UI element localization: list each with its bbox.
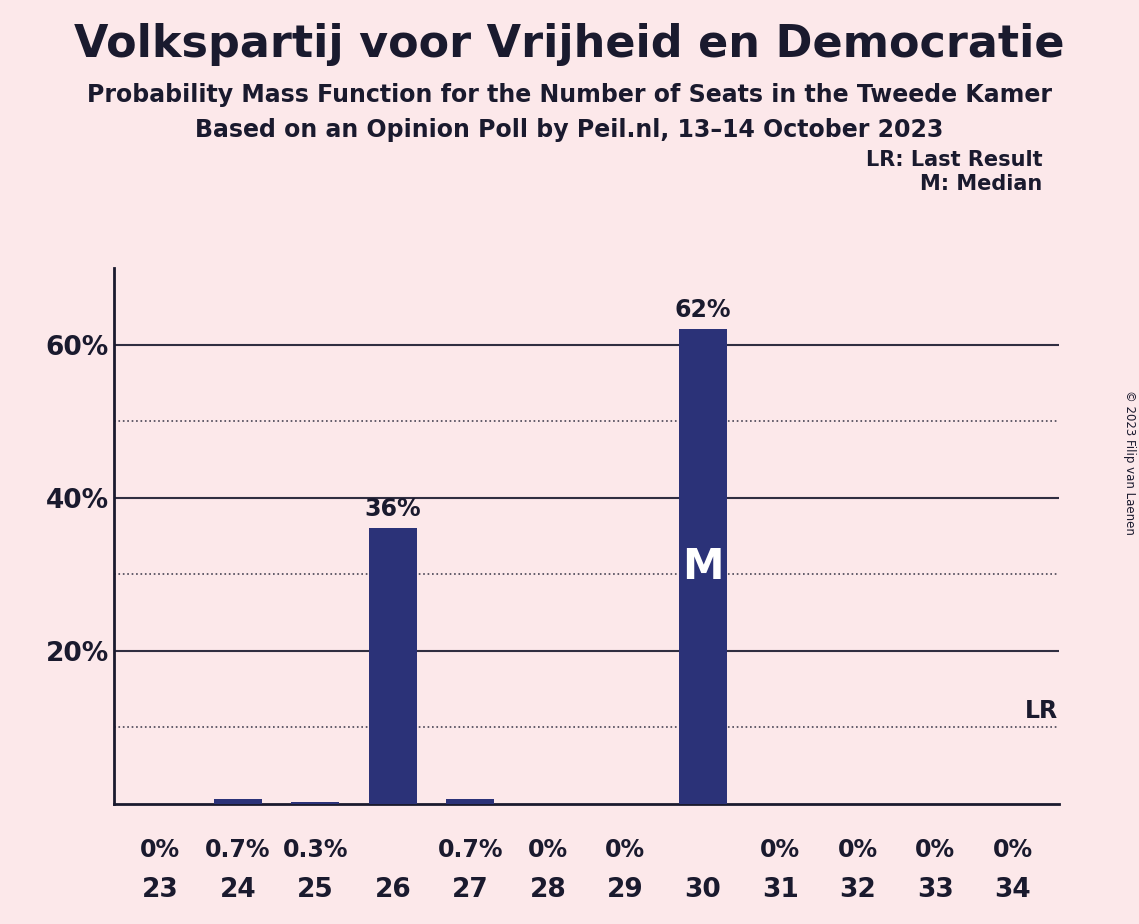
Bar: [292, 802, 339, 804]
Text: 29: 29: [607, 877, 644, 903]
Text: LR: Last Result: LR: Last Result: [866, 150, 1042, 170]
Text: 36%: 36%: [364, 496, 421, 520]
Text: 34: 34: [994, 877, 1031, 903]
Bar: [214, 798, 262, 804]
Text: 23: 23: [142, 877, 179, 903]
Text: 0%: 0%: [760, 838, 801, 862]
Text: 26: 26: [375, 877, 411, 903]
Text: 28: 28: [530, 877, 566, 903]
Text: 0.7%: 0.7%: [437, 838, 503, 862]
Text: 0%: 0%: [527, 838, 568, 862]
Bar: [679, 329, 727, 804]
Text: 24: 24: [220, 877, 256, 903]
Bar: [446, 798, 494, 804]
Text: 27: 27: [452, 877, 489, 903]
Text: 0%: 0%: [605, 838, 646, 862]
Text: 0%: 0%: [993, 838, 1033, 862]
Text: LR: LR: [1025, 699, 1058, 723]
Text: Volkspartij voor Vrijheid en Democratie: Volkspartij voor Vrijheid en Democratie: [74, 23, 1065, 67]
Text: M: Median: M: Median: [920, 174, 1042, 194]
Text: 0%: 0%: [140, 838, 180, 862]
Text: 62%: 62%: [674, 298, 731, 322]
Text: 30: 30: [685, 877, 721, 903]
Text: 0%: 0%: [838, 838, 878, 862]
Text: Probability Mass Function for the Number of Seats in the Tweede Kamer: Probability Mass Function for the Number…: [87, 83, 1052, 107]
Text: 32: 32: [839, 877, 876, 903]
Text: © 2023 Filip van Laenen: © 2023 Filip van Laenen: [1123, 390, 1137, 534]
Text: Based on an Opinion Poll by Peil.nl, 13–14 October 2023: Based on an Opinion Poll by Peil.nl, 13–…: [195, 118, 944, 142]
Text: 0%: 0%: [916, 838, 956, 862]
Bar: [369, 529, 417, 804]
Text: 0.7%: 0.7%: [205, 838, 271, 862]
Text: 0.3%: 0.3%: [282, 838, 349, 862]
Text: 33: 33: [917, 877, 953, 903]
Text: M: M: [682, 545, 723, 588]
Text: 25: 25: [297, 877, 334, 903]
Text: 31: 31: [762, 877, 798, 903]
